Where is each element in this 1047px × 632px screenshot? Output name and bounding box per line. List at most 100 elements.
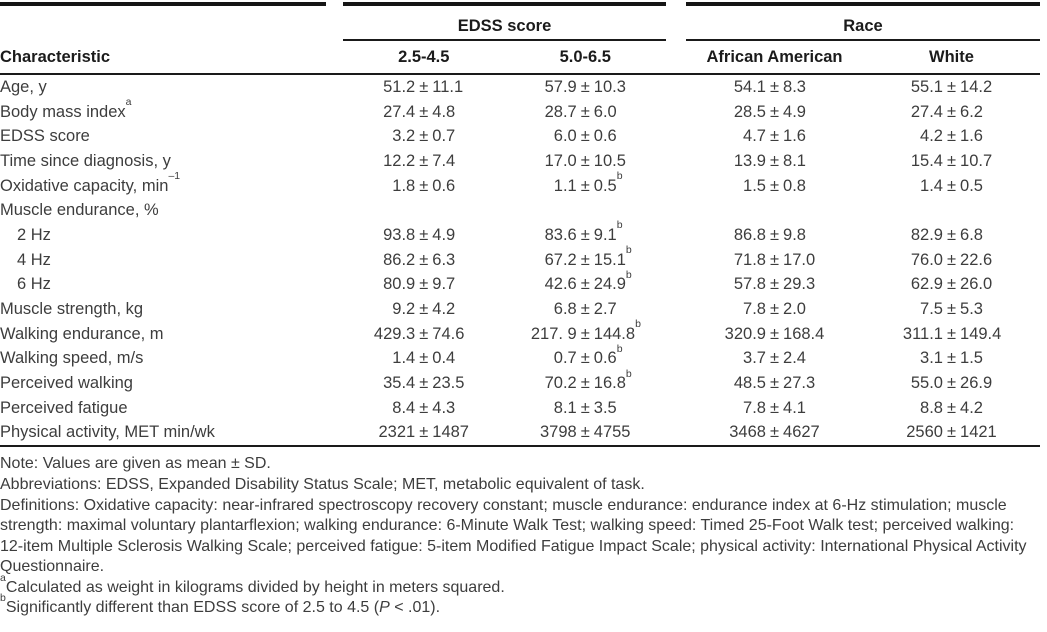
value-cell: 7.8 ±4.1 [743, 398, 806, 417]
column-header-characteristic: Characteristic [0, 47, 111, 66]
value-cell: 0.7 ±0.6b [553, 342, 623, 368]
value-cell: 6.8 ±2.7 [553, 300, 617, 319]
value-cell: 2321 ±1487 [378, 423, 470, 442]
value-cell: 48.5 ±27.3 [733, 374, 816, 393]
value-cell: 1.1 ±0.5b [553, 170, 623, 195]
top-rule-segment [686, 2, 1040, 6]
table-row: Body mass indexa 27.4 ±4.8 28.7 ±6.0 28.5 ±4.9… [0, 96, 1040, 125]
value-cell: 4.2 ±1.6 [920, 127, 983, 146]
value-cell: 4.7 ±1.6 [743, 127, 806, 146]
value-cell: 2560 ±1421 [906, 423, 997, 442]
column-header-row: Characteristic 2.5-4.5 5.0-6.5 African A… [0, 41, 1040, 73]
value-cell: 51.2 ±11.1 [383, 77, 464, 96]
footnote-text: Calculated as weight in kilograms divide… [5, 578, 505, 596]
value-cell: 86.8 ±9.8 [733, 225, 806, 244]
group-header-edss-score: EDSS score [343, 17, 666, 41]
value-cell: 80.9 ±9.7 [383, 275, 456, 294]
value-cell: 311.1 ±149.4 [902, 324, 1002, 343]
footnote: Definitions: Oxidative capacity: near-in… [0, 496, 1040, 578]
footnote: aCalculated as weight in kilograms divid… [0, 572, 1040, 599]
value-cell: 82.9 ±6.8 [910, 225, 983, 244]
value-cell: 76.0 ±22.6 [910, 250, 993, 269]
row-label: Oxidative capacity, min–1 [0, 170, 181, 195]
value-cell: 67.2 ±15.1b [544, 244, 632, 269]
footnote-text: Abbreviations: EDSS, Expanded Disability… [0, 475, 645, 493]
value-cell: 93.8 ±4.9 [383, 225, 456, 244]
row-label: 4 Hz [17, 250, 51, 269]
column-gap [666, 2, 686, 6]
value-cell: 62.9 ±26.0 [910, 275, 993, 294]
row-label: Time since diagnosis, y [0, 151, 171, 170]
value-cell: 83.6 ±9.1b [544, 219, 623, 244]
footnote-text: P [379, 599, 390, 617]
table-row: Perceived walking 35.4 ±23.5 70.2 ±16.8b 48.5… [0, 367, 1040, 396]
table-row: Perceived fatigue 8.4 ±4.3 8.1 ±3.5 7.8 ±4.1 8.… [0, 396, 1040, 421]
value-cell: 8.4 ±4.3 [392, 398, 456, 417]
footnote: Note: Values are given as mean ± SD. [0, 454, 1040, 475]
header-rule [0, 73, 1040, 75]
table-row: Walking endurance, m 429.3 ±74.6 217. 9 ±144… [0, 318, 1040, 347]
value-cell: 7.5 ±5.3 [920, 300, 983, 319]
footnote-text: Note: Values are given as mean ± SD. [0, 455, 271, 473]
value-cell: 7.8 ±2.0 [743, 300, 806, 319]
row-label: Walking endurance, m [0, 324, 164, 343]
footnote-marker: b [0, 592, 6, 605]
value-cell: 28.7 ±6.0 [544, 102, 617, 121]
table-row: EDSS score 3.2 ±0.7 6.0 ±0.6 4.7 ±1.6 4.2 ±1.6 [0, 124, 1040, 149]
value-cell: 13.9 ±8.1 [733, 151, 806, 170]
footnote-text: < .01). [389, 599, 441, 617]
row-label: 2 Hz [17, 225, 51, 244]
value-cell: 1.4 ±0.4 [392, 349, 456, 368]
value-cell: 28.5 ±4.9 [733, 102, 806, 121]
column-header-edss-low: 2.5-4.5 [398, 47, 450, 66]
value-cell: 3468 ±4627 [729, 423, 820, 442]
value-cell: 86.2 ±6.3 [383, 250, 456, 269]
table-footnotes: Note: Values are given as mean ± SD. Abbr… [0, 447, 1040, 619]
column-header-african-american: African American [706, 47, 843, 66]
table-row: 2 Hz 93.8 ±4.9 83.6 ±9.1b 86.8 ±9.8 82.9 ±6.8 [0, 219, 1040, 248]
footnote-text: Significantly different than EDSS score … [5, 599, 380, 617]
footnote-text: Definitions: Oxidative capacity: near-in… [0, 496, 1027, 576]
value-cell: 429.3 ±74.6 [373, 324, 465, 343]
value-cell: 42.6 ±24.9b [544, 268, 632, 294]
group-header-row: EDSS score Race [0, 6, 1040, 41]
top-rule-segment [0, 2, 326, 6]
value-cell: 55.1 ±14.2 [910, 77, 993, 96]
table-row: Time since diagnosis, y 12.2 ±7.4 17.0 ±10.5… [0, 149, 1040, 174]
value-cell: 70.2 ±16.8b [544, 367, 632, 393]
row-label: Muscle strength, kg [0, 300, 144, 319]
value-cell: 71.8 ±17.0 [733, 250, 816, 269]
column-header-white: White [929, 47, 974, 66]
row-label: Perceived fatigue [0, 398, 128, 417]
value-cell: 54.1 ±8.3 [733, 77, 806, 96]
value-cell: 27.4 ±6.2 [910, 102, 983, 121]
row-label: Body mass indexa [0, 96, 132, 121]
footer-rule [0, 445, 1040, 448]
row-label: Walking speed, m/s [0, 349, 144, 368]
table-row: Walking speed, m/s 1.4 ±0.4 0.7 ±0.6b 3.7 ±2.4… [0, 342, 1040, 372]
top-rule-segment [343, 2, 666, 6]
value-cell: 3.1 ±1.5 [920, 349, 983, 368]
journal-table-figure: EDSS score Race Characteristic 2.5-4.5 5… [0, 2, 1040, 619]
value-cell: 17.0 ±10.5 [544, 151, 626, 170]
group-header-race: Race [686, 17, 1040, 41]
value-cell: 1.4 ±0.5 [920, 176, 983, 195]
value-cell: 1.8 ±0.6 [392, 176, 456, 195]
row-label: Perceived walking [0, 374, 133, 393]
table-row: Muscle endurance, % [0, 198, 1040, 223]
column-header-edss-high: 5.0-6.5 [559, 47, 611, 66]
value-cell: 217. 9 ±144.8b [530, 318, 641, 343]
table-row: Muscle strength, kg 9.2 ±4.2 6.8 ±2.7 7.8 ±2.0… [0, 297, 1040, 322]
table-body: Age, y 51.2 ±11.1 57.9 ±10.3 54.1 ±8.3 55.1 ±14.… [0, 75, 1040, 445]
value-cell: 3.7 ±2.4 [743, 349, 806, 368]
value-cell: 57.9 ±10.3 [544, 77, 626, 96]
table-top-rule [0, 2, 1040, 6]
value-cell: 9.2 ±4.2 [392, 300, 456, 319]
row-label: Physical activity, MET min/wk [0, 423, 215, 442]
footnote-marker: a [0, 571, 6, 584]
value-cell: 8.8 ±4.2 [920, 398, 983, 417]
value-cell: 12.2 ±7.4 [383, 151, 456, 170]
value-cell: 3.2 ±0.7 [392, 127, 456, 146]
table-row: Oxidative capacity, min–1 1.8 ±0.6 1.1 ±0.5b… [0, 170, 1040, 199]
value-cell: 15.4 ±10.7 [910, 151, 993, 170]
